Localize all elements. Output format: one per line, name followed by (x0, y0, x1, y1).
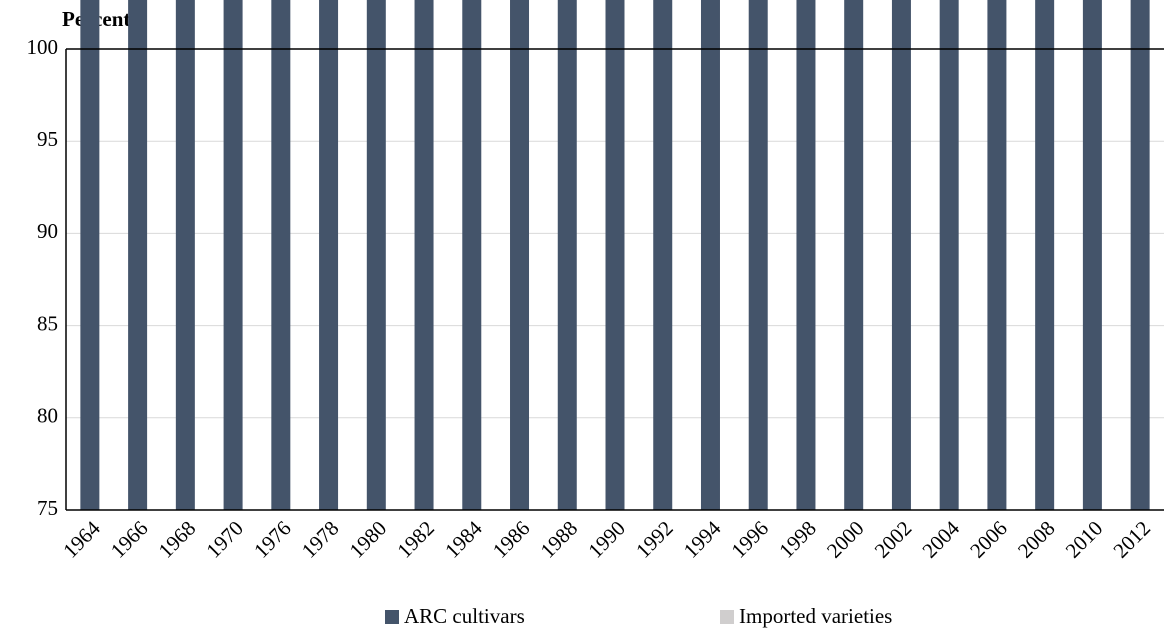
legend-swatch (385, 610, 399, 624)
bar-segment (653, 0, 673, 510)
bar-segment (462, 0, 482, 510)
bar-segment (748, 0, 768, 510)
bar-segment (271, 0, 291, 510)
bar-segment (175, 0, 195, 510)
bar-segment (700, 0, 720, 510)
bar-segment (510, 0, 530, 510)
y-tick-label: 95 (37, 127, 58, 151)
x-tick-label: 2012 (1108, 516, 1155, 563)
x-tick-label: 1966 (106, 516, 153, 563)
x-tick-label: 1988 (536, 516, 583, 563)
bar-segment (1082, 0, 1102, 510)
x-tick-label: 1978 (297, 516, 344, 563)
y-tick-label: 90 (37, 219, 58, 243)
bar-segment (319, 0, 339, 510)
bar-segment (80, 0, 100, 510)
bar-segment (891, 0, 911, 510)
x-tick-label: 1990 (583, 516, 630, 563)
x-tick-label: 2010 (1061, 516, 1108, 563)
y-tick-label: 75 (37, 496, 58, 520)
x-tick-label: 1970 (201, 516, 248, 563)
bar-segment (223, 0, 243, 510)
x-tick-label: 1964 (58, 516, 105, 563)
bar-segment (987, 0, 1007, 510)
y-tick-label: 100 (27, 35, 59, 59)
x-tick-label: 2002 (870, 516, 917, 563)
x-tick-label: 2000 (822, 516, 869, 563)
x-tick-label: 1992 (631, 516, 678, 563)
bar-segment (1130, 0, 1150, 510)
bar-segment (128, 0, 148, 510)
legend-swatch (720, 610, 734, 624)
legend-label: Imported varieties (739, 604, 892, 628)
x-tick-label: 1980 (345, 516, 392, 563)
x-tick-label: 1968 (154, 516, 201, 563)
y-tick-label: 80 (37, 404, 58, 428)
x-tick-label: 1994 (679, 516, 726, 563)
x-tick-label: 1986 (488, 516, 535, 563)
x-tick-label: 1976 (249, 516, 296, 563)
x-tick-label: 1998 (774, 516, 821, 563)
x-tick-label: 1982 (392, 516, 439, 563)
legend-label: ARC cultivars (404, 604, 525, 628)
bar-segment (366, 0, 386, 510)
bar-segment (557, 0, 577, 510)
x-tick-label: 2004 (917, 516, 964, 563)
bar-segment (796, 0, 816, 510)
y-tick-label: 85 (37, 311, 58, 335)
bar-segment (605, 0, 625, 510)
bar-segment (414, 0, 434, 510)
x-tick-label: 2008 (1013, 516, 1060, 563)
x-tick-label: 2006 (965, 516, 1012, 563)
bar-segment (939, 0, 959, 510)
x-tick-label: 1984 (440, 516, 487, 563)
bar-segment (1035, 0, 1055, 510)
x-tick-label: 1996 (726, 516, 773, 563)
bar-segment (844, 0, 864, 510)
